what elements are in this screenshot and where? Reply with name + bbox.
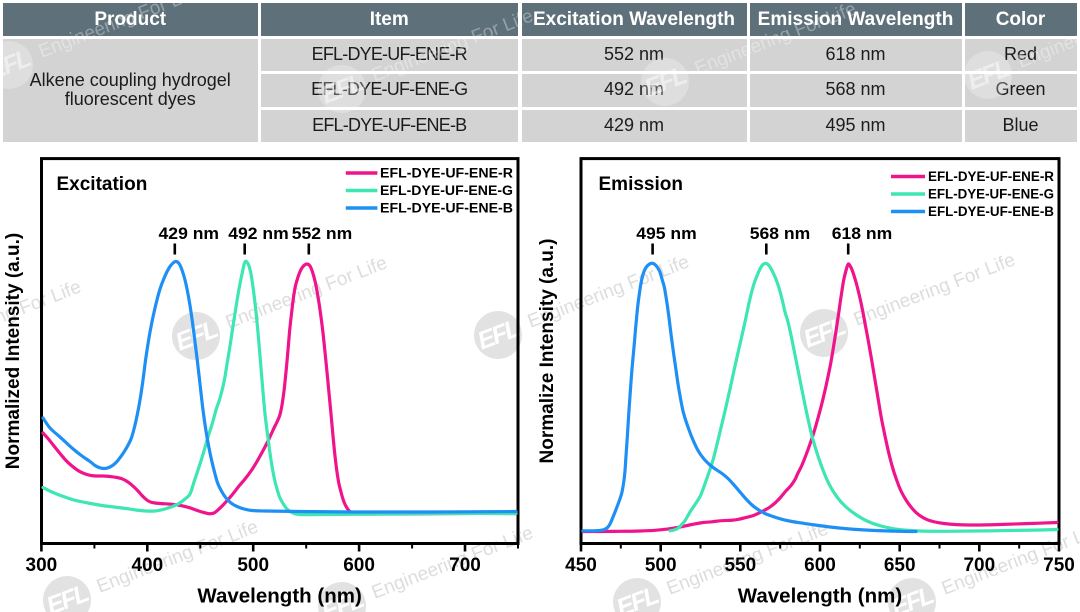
svg-text:Wavelength (nm): Wavelength (nm) <box>197 585 361 608</box>
svg-text:500: 500 <box>237 555 269 576</box>
svg-text:700: 700 <box>449 555 481 576</box>
svg-text:EFL-DYE-UF-ENE-B: EFL-DYE-UF-ENE-B <box>928 204 1054 219</box>
svg-text:Excitation: Excitation <box>57 174 148 195</box>
svg-text:400: 400 <box>131 555 163 576</box>
svg-text:618 nm: 618 nm <box>832 224 893 243</box>
svg-text:429 nm: 429 nm <box>159 224 220 243</box>
svg-text:600: 600 <box>804 555 836 576</box>
svg-text:300: 300 <box>26 555 58 576</box>
svg-text:495 nm: 495 nm <box>636 224 697 243</box>
svg-text:750: 750 <box>1043 555 1075 576</box>
svg-text:700: 700 <box>963 555 995 576</box>
svg-text:492 nm: 492 nm <box>228 224 289 243</box>
svg-text:568 nm: 568 nm <box>750 224 811 243</box>
svg-text:Normalize Intensity (a.u.): Normalize Intensity (a.u.) <box>537 239 558 464</box>
svg-text:Normalized Intensity (a.u.): Normalized Intensity (a.u.) <box>3 233 24 469</box>
svg-text:600: 600 <box>343 555 375 576</box>
svg-text:EFL-DYE-UF-ENE-B: EFL-DYE-UF-ENE-B <box>380 201 513 216</box>
svg-text:EFL-DYE-UF-ENE-R: EFL-DYE-UF-ENE-R <box>380 166 513 181</box>
svg-text:EFL-DYE-UF-ENE-G: EFL-DYE-UF-ENE-G <box>928 187 1054 202</box>
svg-text:552 nm: 552 nm <box>292 224 353 243</box>
svg-text:EFL-DYE-UF-ENE-G: EFL-DYE-UF-ENE-G <box>380 183 513 198</box>
svg-text:650: 650 <box>884 555 916 576</box>
svg-text:EFL-DYE-UF-ENE-R: EFL-DYE-UF-ENE-R <box>928 169 1054 184</box>
svg-text:500: 500 <box>645 555 677 576</box>
svg-text:450: 450 <box>565 555 597 576</box>
svg-text:Emission: Emission <box>599 174 683 195</box>
svg-text:550: 550 <box>724 555 756 576</box>
svg-text:Wavelength (nm): Wavelength (nm) <box>738 585 902 608</box>
